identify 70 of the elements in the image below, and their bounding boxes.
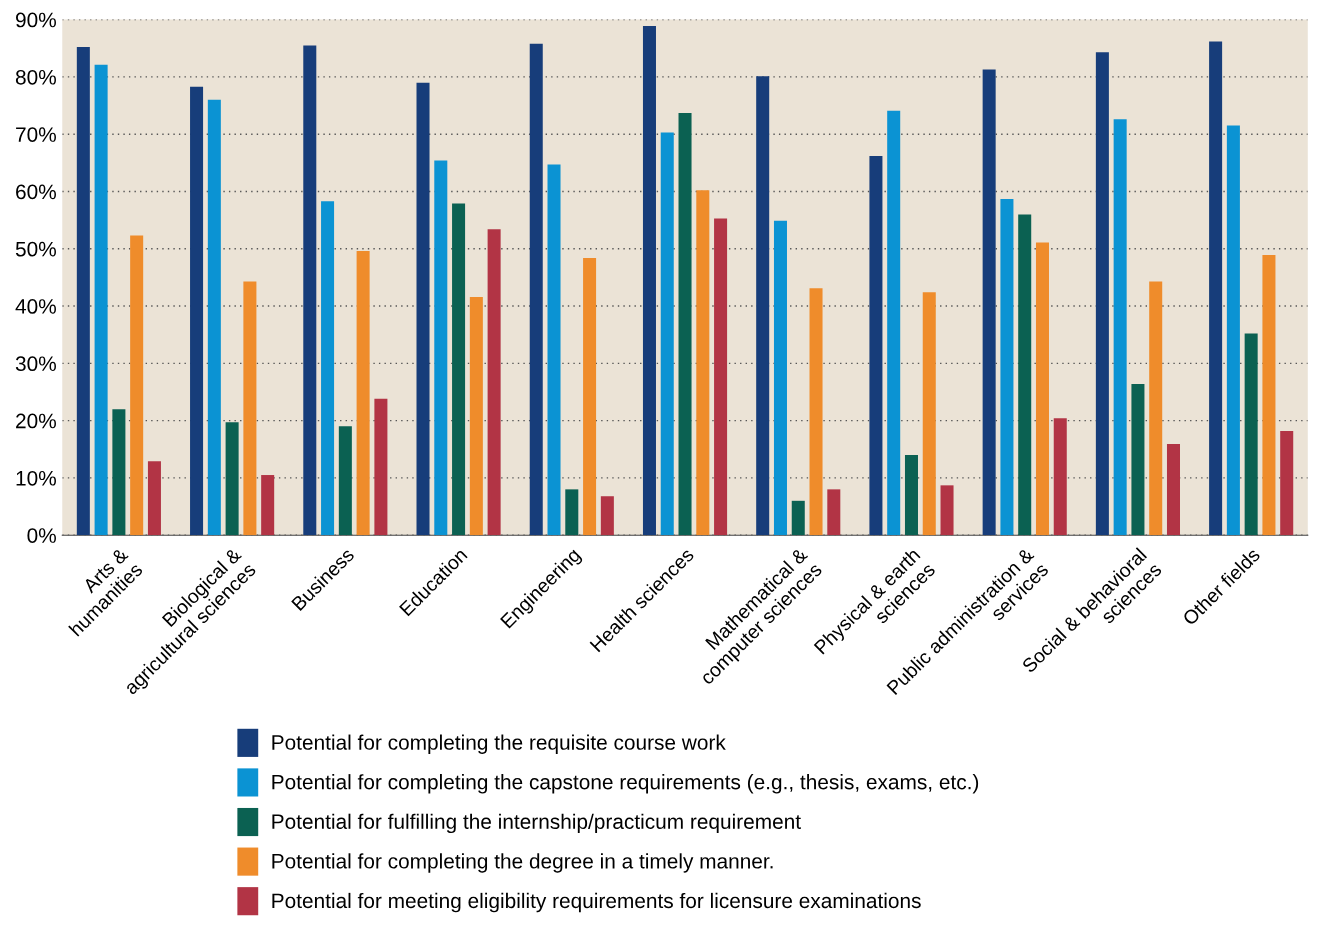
bar <box>678 112 692 536</box>
bar <box>1018 214 1032 536</box>
y-tick-label: 60% <box>16 184 56 200</box>
bar <box>809 288 823 536</box>
bar <box>642 25 656 536</box>
legend-label: Potential for completing the requisite course work <box>272 734 726 754</box>
bar <box>243 281 257 536</box>
bar <box>600 496 614 536</box>
bar <box>1244 333 1258 536</box>
bar <box>1131 383 1145 536</box>
bar <box>660 132 674 536</box>
bar <box>147 461 161 536</box>
bar <box>756 76 770 536</box>
y-tick-label: 40% <box>15 299 56 314</box>
bar <box>225 422 239 536</box>
bar <box>714 218 728 536</box>
bar <box>1149 281 1163 536</box>
bar <box>94 64 108 536</box>
bar <box>583 257 597 536</box>
bar <box>529 43 543 536</box>
bar <box>565 489 579 536</box>
bar <box>452 203 466 536</box>
bar <box>338 426 352 536</box>
bar <box>374 398 388 536</box>
bar <box>791 500 805 536</box>
bar <box>321 201 335 536</box>
legend-label: Potential for meeting eligibility requirements for licensure examinations <box>272 892 921 913</box>
bar <box>869 155 883 536</box>
bar <box>1095 52 1109 536</box>
bar <box>922 292 936 536</box>
y-tick-label: 90% <box>16 12 56 28</box>
bar <box>1209 41 1223 536</box>
legend-label: Potential for fulfilling the internship/practicum requirement <box>272 813 801 834</box>
bar <box>1000 198 1014 536</box>
bar <box>773 220 787 536</box>
bar <box>469 296 483 536</box>
bar <box>207 99 221 536</box>
y-tick-label: 0% <box>27 528 56 543</box>
bar <box>696 190 710 536</box>
bar <box>416 82 430 536</box>
bar <box>887 110 901 536</box>
bar <box>904 454 918 536</box>
bar <box>1053 418 1067 536</box>
bar <box>130 235 144 536</box>
y-tick-label: 70% <box>16 127 56 142</box>
bar <box>76 47 90 536</box>
y-tick-label: 20% <box>16 413 56 429</box>
bar <box>112 409 126 536</box>
bar <box>190 86 204 536</box>
y-tick-label: 50% <box>15 241 56 257</box>
bar <box>1035 242 1049 536</box>
bar <box>1280 430 1294 536</box>
bar <box>434 160 448 536</box>
bar <box>261 475 275 536</box>
bar <box>1166 444 1180 536</box>
bar <box>1226 125 1240 536</box>
bar <box>1113 119 1127 536</box>
y-tick-label: 10% <box>16 470 56 486</box>
y-tick-label: 30% <box>15 356 56 372</box>
legend-label: Potential for completing the degree in a timely manner. <box>272 853 773 873</box>
bar <box>827 489 841 536</box>
bar <box>1262 255 1276 536</box>
bar <box>940 485 954 536</box>
bar <box>356 251 370 536</box>
bar <box>487 229 501 536</box>
bar <box>982 69 996 536</box>
legend-label: Potential for completing the capstone requirements (e.g., thesis, exams, etc.) <box>272 774 979 794</box>
y-tick-label: 80% <box>15 69 56 85</box>
bar <box>303 45 317 536</box>
bar <box>547 164 561 536</box>
